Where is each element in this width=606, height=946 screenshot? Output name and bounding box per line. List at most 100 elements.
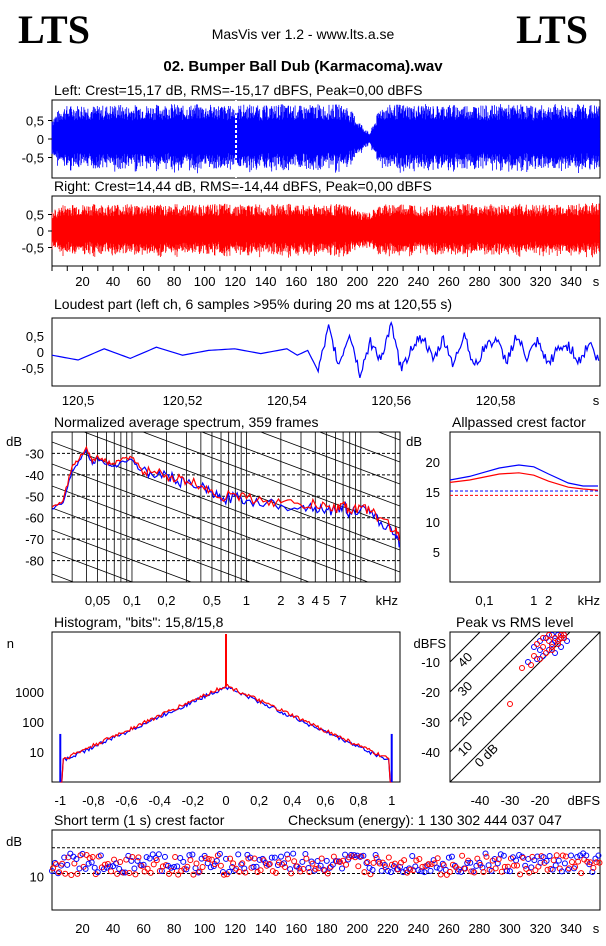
shortterm-point-left <box>290 850 297 857</box>
shortterm-point-left <box>473 862 480 869</box>
shortterm-point-left <box>299 858 306 865</box>
spectrum-ytick-4: -70 <box>25 532 44 547</box>
histogram-xtick-4: -0,2 <box>182 793 204 808</box>
shortterm-point-right <box>205 856 212 863</box>
shortterm-point-right <box>446 868 453 875</box>
shortterm-point-right <box>471 869 478 876</box>
peakrms-point <box>549 632 555 638</box>
shortterm-point-left <box>61 854 68 861</box>
peakrms-diag-2 <box>450 632 541 723</box>
peakrms-point <box>540 635 546 641</box>
peakrms-point <box>537 647 543 653</box>
shortterm-point-left <box>149 851 156 858</box>
histogram-xtick-3: -0,4 <box>149 793 171 808</box>
shortterm-point-right <box>590 864 597 871</box>
logo-left: LTS <box>18 7 90 52</box>
shortterm-point-left <box>302 850 309 857</box>
shortterm-point-right <box>468 868 475 875</box>
loudest-ytick-0: 0,5 <box>26 329 44 344</box>
shortterm-point-right <box>83 852 90 859</box>
peakrms-xtick-1: -30 <box>501 793 520 808</box>
loudest-xtick-0: 120,5 <box>62 393 95 408</box>
allpass-xtick-1: 1 <box>530 593 537 608</box>
shortterm-point-right <box>190 871 197 878</box>
peakrms-point <box>552 635 558 641</box>
shortterm-point-left <box>372 851 379 858</box>
shortterm-point-left <box>256 856 263 863</box>
shortterm-point-right <box>53 861 60 868</box>
shortterm-point-left <box>82 865 89 872</box>
shortterm-point-left <box>223 855 230 862</box>
spectrum-slope--6 <box>377 432 400 441</box>
shortterm-point-left <box>143 854 150 861</box>
loudest-signal <box>51 320 600 379</box>
shortterm-point-left <box>415 867 422 874</box>
shortterm-point-left <box>137 862 144 869</box>
shortterm-point-left <box>564 866 571 873</box>
shortterm-point-right <box>343 861 350 868</box>
allpass-label: Allpassed crest factor <box>452 414 586 430</box>
right-waveform-ytick-2: -0,5 <box>22 241 44 256</box>
shortterm-point-left <box>467 859 474 866</box>
shortterm-point-left <box>567 852 574 859</box>
shortterm-point-right <box>443 871 450 878</box>
peakrms-point <box>531 644 537 650</box>
shortterm-point-left <box>519 853 526 860</box>
shortterm-point-left <box>509 854 516 861</box>
shortterm-point-right <box>407 866 414 873</box>
shortterm-point-right <box>242 869 249 876</box>
shortterm-point-left <box>561 860 568 867</box>
spectrum-slope-1 <box>52 463 370 582</box>
shortterm-point-left <box>125 852 132 859</box>
shortterm-point-left <box>549 866 556 873</box>
shortterm-point-right <box>220 871 227 878</box>
shortterm-point-left <box>412 863 419 870</box>
shortterm-point-right <box>364 858 371 865</box>
peakrms-point <box>507 701 513 707</box>
shortterm-point-right <box>266 860 273 867</box>
shortterm-xtick-14: 300 <box>499 921 521 936</box>
histogram-xtick-8: 0,6 <box>316 793 334 808</box>
shortterm-point-right <box>324 870 331 877</box>
peakrms-diag-label-1: 30 <box>455 678 476 699</box>
shortterm-point-left <box>534 853 541 860</box>
shortterm-ytick-0: 10 <box>30 870 44 885</box>
peakrms-xtick-0: -40 <box>471 793 490 808</box>
shortterm-point-right <box>575 858 582 865</box>
shortterm-point-right <box>282 863 289 870</box>
peakrms-point <box>519 665 525 671</box>
shortterm-point-left <box>503 867 510 874</box>
shortterm-point-left <box>277 853 284 860</box>
spectrum-slope-2 <box>52 485 311 582</box>
shortterm-point-left <box>241 865 248 872</box>
shortterm-point-left <box>216 850 223 857</box>
shortterm-point-right <box>596 859 603 866</box>
allpass-xlabel: kHz <box>578 593 600 608</box>
shortterm-point-right <box>321 867 328 874</box>
spectrum-slope--4 <box>259 432 400 485</box>
allpass-xtick-2: 2 <box>545 593 552 608</box>
shortterm-point-left <box>363 859 370 866</box>
spectrum-grid <box>52 432 400 582</box>
shortterm-point-right <box>559 852 566 859</box>
shortterm-point-right <box>126 869 133 876</box>
shortterm-point-right <box>303 855 310 862</box>
histogram-ylabel: n <box>7 636 14 651</box>
shortterm-point-left <box>433 864 440 871</box>
shortterm-point-left <box>500 852 507 859</box>
peakrms-point <box>549 641 555 647</box>
shortterm-point-right <box>285 855 292 862</box>
allpass-ytick-2: 10 <box>426 515 440 530</box>
shortterm-point-left <box>168 864 175 871</box>
shortterm-point-left <box>247 854 254 861</box>
right-channel-label: Right: Crest=14,44 dB, RMS=-14,44 dBFS, … <box>54 178 432 194</box>
shortterm-point-left <box>577 852 584 859</box>
shortterm-frame <box>51 829 601 911</box>
shortterm-point-left <box>314 858 321 865</box>
shortterm-point-left <box>458 868 465 875</box>
spectrum-slope--1 <box>82 432 400 551</box>
shortterm-xtick-13: 280 <box>469 921 491 936</box>
peakrms-ytick-0: -10 <box>421 655 440 670</box>
right-waveform-xtick-10: 220 <box>377 274 399 289</box>
shortterm-xtick-2: 60 <box>136 921 150 936</box>
